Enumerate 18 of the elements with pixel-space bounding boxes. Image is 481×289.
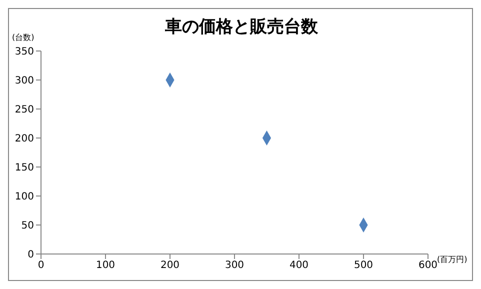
x-axis-title: (百万円)	[437, 254, 468, 265]
x-tick-label: 0	[38, 260, 44, 272]
x-tick-label: 500	[354, 260, 374, 272]
x-tick-label: 100	[96, 260, 116, 272]
y-tick-label: 0	[28, 250, 34, 261]
chart-title: 車の価格と販売台数	[165, 17, 318, 37]
y-tick-label: 200	[14, 134, 34, 145]
x-tick-label: 200	[160, 260, 180, 272]
y-tick-label: 150	[14, 162, 34, 174]
y-tick-label: 350	[14, 46, 34, 58]
y-tick-label: 50	[21, 220, 34, 232]
x-tick-label: 600	[418, 260, 438, 272]
x-tick-label: 400	[289, 260, 309, 272]
y-tick-label: 300	[14, 76, 34, 87]
x-tick-label: 300	[224, 260, 244, 272]
y-axis-title: (台数)	[12, 32, 34, 43]
y-tick-label: 250	[14, 104, 34, 116]
y-tick-label: 100	[14, 192, 34, 203]
